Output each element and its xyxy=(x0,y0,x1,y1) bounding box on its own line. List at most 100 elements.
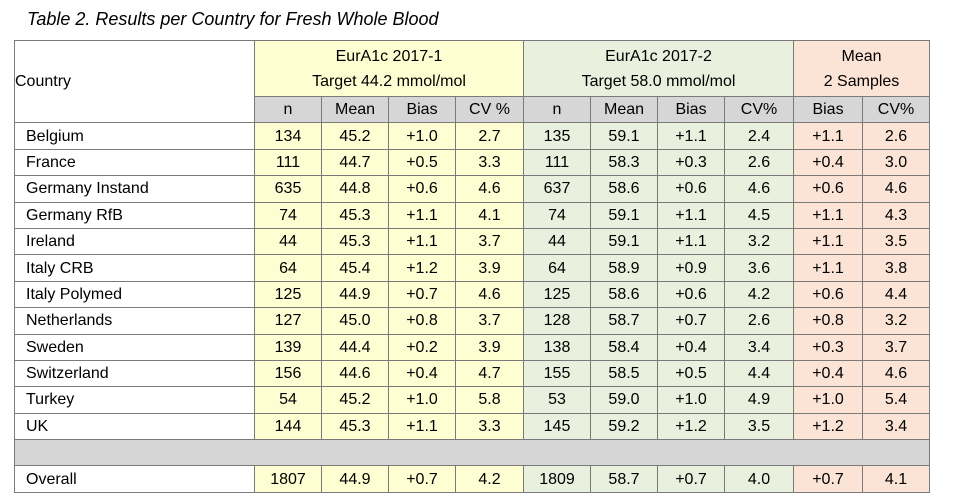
value-cell: 3.4 xyxy=(724,333,794,361)
value-cell: 637 xyxy=(523,175,591,203)
value-cell: +0.7 xyxy=(657,465,725,493)
subheader-cell: Bias xyxy=(388,95,456,124)
value-cell: +1.1 xyxy=(793,122,863,150)
value-cell: 45.3 xyxy=(321,227,389,256)
value-cell: +0.6 xyxy=(657,280,725,309)
value-cell: 44.9 xyxy=(321,280,389,309)
value-cell: 635 xyxy=(254,175,322,203)
table-row: Switzerland 156 44.6 +0.4 4.7 155 58.5 +0.5 4.4 +… xyxy=(14,359,930,388)
value-cell: 58.5 xyxy=(590,359,658,388)
country-cell: Switzerland xyxy=(14,359,255,388)
subheader-cell: Bias xyxy=(657,95,725,124)
value-cell: 134 xyxy=(254,122,322,150)
table-row: Turkey 54 45.2 +1.0 5.8 53 59.0 +1.0 4.9 +1.0 5.4 xyxy=(14,386,930,414)
value-cell: 4.6 xyxy=(455,175,524,203)
spacer-cell xyxy=(14,439,930,467)
group-header-line: Target 44.2 mmol/mol xyxy=(312,72,466,90)
value-cell: 111 xyxy=(523,148,591,177)
country-cell: Sweden xyxy=(14,333,255,361)
value-cell: 4.6 xyxy=(862,359,930,388)
country-cell: Turkey xyxy=(14,386,255,414)
country-cell: Netherlands xyxy=(14,307,255,335)
country-cell: Belgium xyxy=(14,122,255,150)
value-cell: +0.4 xyxy=(793,359,863,388)
value-cell: +1.1 xyxy=(388,227,456,256)
value-cell: +1.2 xyxy=(388,254,456,282)
value-cell: 4.1 xyxy=(455,201,524,229)
value-cell: +0.7 xyxy=(388,280,456,309)
value-cell: 74 xyxy=(254,201,322,229)
value-cell: 156 xyxy=(254,359,322,388)
value-cell: 44.4 xyxy=(321,333,389,361)
value-cell: +1.1 xyxy=(388,412,456,441)
value-cell: 145 xyxy=(523,412,591,441)
value-cell: +0.5 xyxy=(657,359,725,388)
country-cell: Ireland xyxy=(14,227,255,256)
subheader-cell: n xyxy=(523,95,591,124)
group-header-line: EurA1c 2017-2 xyxy=(605,47,712,65)
value-cell: 4.5 xyxy=(724,201,794,229)
value-cell: 44.6 xyxy=(321,359,389,388)
value-cell: 144 xyxy=(254,412,322,441)
table-row: Germany RfB 74 45.3 +1.1 4.1 74 59.1 +1.1 4.5 +1.… xyxy=(14,201,930,229)
value-cell: 74 xyxy=(523,201,591,229)
value-cell: +1.1 xyxy=(657,201,725,229)
value-cell: +1.1 xyxy=(793,254,863,282)
value-cell: +1.1 xyxy=(657,227,725,256)
value-cell: 2.6 xyxy=(724,148,794,177)
group-header-eura1c-2017-2: EurA1c 2017-2 Target 58.0 mmol/mol xyxy=(523,40,794,97)
value-cell: +0.9 xyxy=(657,254,725,282)
value-cell: +0.6 xyxy=(388,175,456,203)
table-row: Netherlands 127 45.0 +0.8 3.7 128 58.7 +0.7 2.6 +… xyxy=(14,307,930,335)
value-cell: 58.9 xyxy=(590,254,658,282)
value-cell: +0.4 xyxy=(388,359,456,388)
value-cell: 4.6 xyxy=(724,175,794,203)
group-header-mean-2-samples: Mean 2 Samples xyxy=(793,40,930,97)
table-row: Italy Polymed 125 44.9 +0.7 4.6 125 58.6 +0.6 4.… xyxy=(14,280,930,309)
value-cell: 3.7 xyxy=(455,227,524,256)
value-cell: 44.8 xyxy=(321,175,389,203)
value-cell: +0.5 xyxy=(388,148,456,177)
value-cell: 4.1 xyxy=(862,465,930,493)
value-cell: +0.4 xyxy=(793,148,863,177)
value-cell: 4.3 xyxy=(862,201,930,229)
value-cell: 59.1 xyxy=(590,201,658,229)
value-cell: +1.0 xyxy=(388,122,456,150)
country-column-header: Country xyxy=(14,39,255,124)
value-cell: 64 xyxy=(254,254,322,282)
value-cell: 1807 xyxy=(254,465,322,493)
value-cell: 44 xyxy=(254,227,322,256)
value-cell: 44.9 xyxy=(321,465,389,493)
value-cell: +0.4 xyxy=(657,333,725,361)
value-cell: 4.2 xyxy=(455,465,524,493)
value-cell: 125 xyxy=(523,280,591,309)
table-row: UK 144 45.3 +1.1 3.3 145 59.2 +1.2 3.5 +1.2 3.4 xyxy=(14,412,930,441)
group-header-eura1c-2017-1: EurA1c 2017-1 Target 44.2 mmol/mol xyxy=(254,40,524,97)
value-cell: 4.7 xyxy=(455,359,524,388)
value-cell: 2.6 xyxy=(724,307,794,335)
value-cell: 4.2 xyxy=(724,280,794,309)
value-cell: +0.6 xyxy=(657,175,725,203)
value-cell: +1.0 xyxy=(793,386,863,414)
value-cell: +0.8 xyxy=(388,307,456,335)
value-cell: +0.7 xyxy=(657,307,725,335)
table-row: Italy CRB 64 45.4 +1.2 3.9 64 58.9 +0.9 3.6 +1.1 3… xyxy=(14,254,930,282)
value-cell: 58.6 xyxy=(590,175,658,203)
value-cell: 3.7 xyxy=(862,333,930,361)
value-cell: +0.2 xyxy=(388,333,456,361)
value-cell: 3.2 xyxy=(862,307,930,335)
value-cell: 127 xyxy=(254,307,322,335)
value-cell: +1.1 xyxy=(793,227,863,256)
subheader-cell: Mean xyxy=(321,95,389,124)
value-cell: 45.0 xyxy=(321,307,389,335)
value-cell: 3.9 xyxy=(455,333,524,361)
value-cell: 59.1 xyxy=(590,227,658,256)
value-cell: 53 xyxy=(523,386,591,414)
country-cell: Italy CRB xyxy=(14,254,255,282)
country-cell: Germany Instand xyxy=(14,175,255,203)
value-cell: 111 xyxy=(254,148,322,177)
value-cell: 4.6 xyxy=(455,280,524,309)
value-cell: 128 xyxy=(523,307,591,335)
group-header-line: 2 Samples xyxy=(823,72,900,90)
subheader-cell: Mean xyxy=(590,95,658,124)
